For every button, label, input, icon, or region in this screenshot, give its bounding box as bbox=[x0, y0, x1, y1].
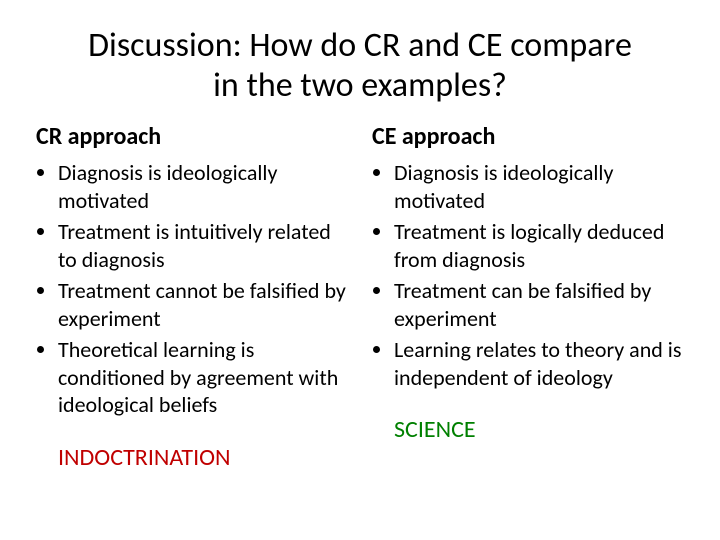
left-bullets: Diagnosis is ideologically motivated Tre… bbox=[36, 159, 348, 423]
list-item: Treatment can be falsified by experiment bbox=[394, 277, 684, 332]
list-item: Learning relates to theory and is indepe… bbox=[394, 336, 684, 391]
slide-title: Discussion: How do CR and CE compare in … bbox=[76, 26, 644, 106]
left-conclusion: INDOCTRINATION bbox=[36, 443, 348, 472]
list-item: Treatment is logically deduced from diag… bbox=[394, 218, 684, 273]
list-item: Diagnosis is ideologically motivated bbox=[394, 159, 684, 214]
list-item: Treatment is intuitively related to diag… bbox=[58, 218, 348, 273]
right-header: CE approach bbox=[372, 122, 684, 151]
columns: CR approach Diagnosis is ideologically m… bbox=[36, 122, 684, 520]
right-column: CE approach Diagnosis is ideologically m… bbox=[372, 122, 684, 520]
slide: Discussion: How do CR and CE compare in … bbox=[0, 0, 720, 540]
list-item: Diagnosis is ideologically motivated bbox=[58, 159, 348, 214]
right-bullets: Diagnosis is ideologically motivated Tre… bbox=[372, 159, 684, 395]
list-item: Treatment cannot be falsified by experim… bbox=[58, 277, 348, 332]
list-item: Theoretical learning is conditioned by a… bbox=[58, 336, 348, 419]
left-header: CR approach bbox=[36, 122, 348, 151]
right-conclusion: SCIENCE bbox=[372, 415, 684, 444]
left-column: CR approach Diagnosis is ideologically m… bbox=[36, 122, 348, 520]
